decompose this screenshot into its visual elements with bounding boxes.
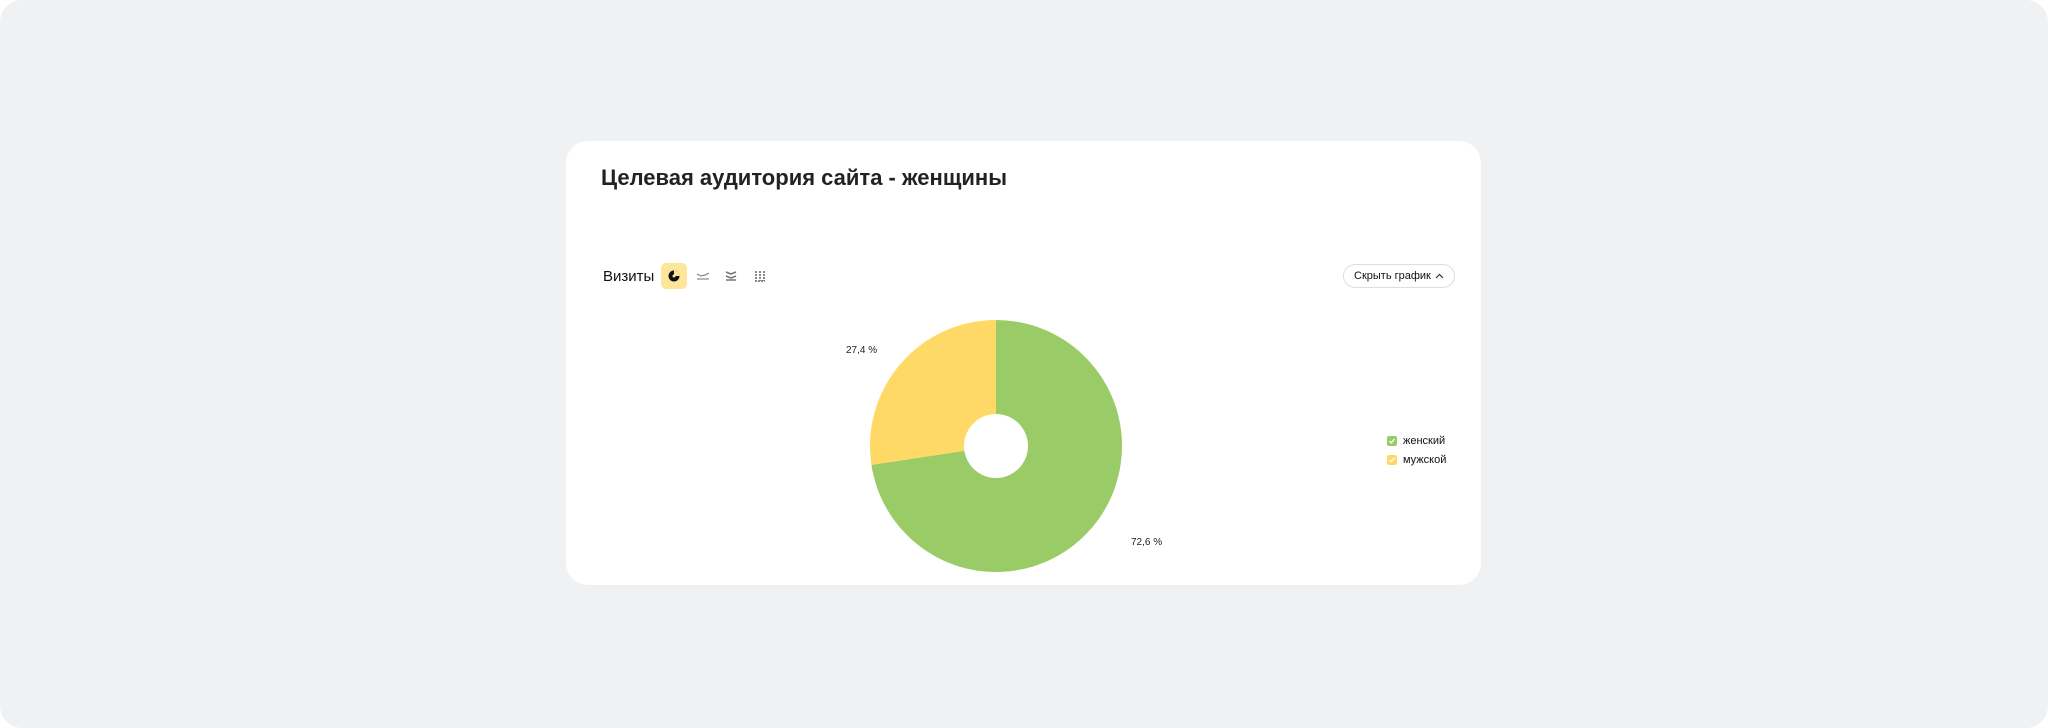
- card-title: Целевая аудитория сайта - женщины: [601, 165, 1007, 190]
- legend-label: женский: [1403, 434, 1446, 447]
- line-chart-icon: [696, 272, 710, 280]
- metric-label: Визиты: [603, 268, 655, 285]
- bar-chart-icon: [755, 271, 765, 282]
- donut-hole: [964, 414, 1028, 478]
- legend-item-female[interactable]: женский: [1387, 431, 1446, 450]
- chart-legend: женский мужской: [1387, 431, 1446, 469]
- legend-checkbox-icon[interactable]: [1387, 454, 1397, 465]
- legend-item-male[interactable]: мужской: [1387, 450, 1446, 469]
- legend-label: мужской: [1403, 453, 1447, 466]
- hide-chart-label: Скрыть график: [1354, 270, 1431, 282]
- area-chart-button[interactable]: [718, 263, 744, 289]
- bar-chart-button[interactable]: [747, 263, 773, 289]
- area-chart-icon: [725, 271, 737, 281]
- legend-checkbox-icon[interactable]: [1387, 435, 1397, 446]
- pie-chart-icon: [668, 270, 680, 282]
- pie-slice-1[interactable]: [870, 320, 996, 465]
- chevron-up-icon: [1435, 273, 1444, 279]
- line-chart-button[interactable]: [690, 263, 716, 289]
- chart-card: Целевая аудитория сайта - женщины Визиты…: [566, 141, 1481, 585]
- data-label: 27,4 %: [846, 345, 877, 356]
- data-label: 72,6 %: [1131, 537, 1162, 548]
- pie-chart-button[interactable]: [661, 263, 687, 289]
- pie-chart: 72,6 % 27,4 %: [846, 320, 1162, 572]
- hide-chart-button[interactable]: Скрыть график: [1343, 264, 1455, 288]
